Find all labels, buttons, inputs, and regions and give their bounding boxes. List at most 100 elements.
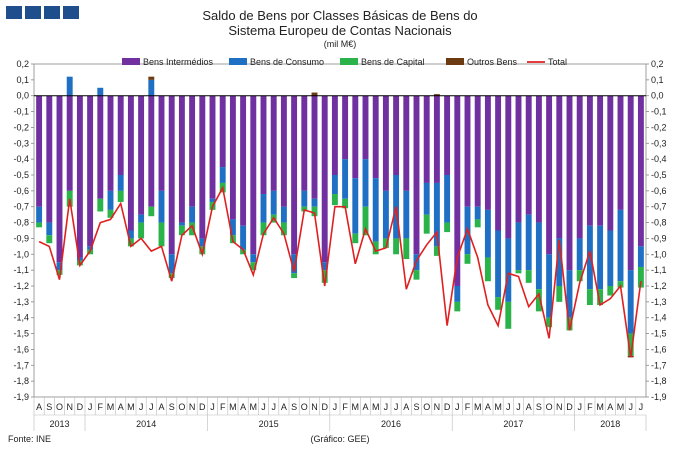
bar-segment: [321, 270, 328, 283]
bar-segment: [586, 289, 593, 306]
bar-segment: [535, 95, 542, 223]
bar-segment: [199, 95, 206, 239]
bar-segment: [515, 222, 522, 271]
bar-segment: [576, 238, 583, 271]
bar-segment: [250, 95, 257, 255]
bar-segment: [515, 95, 522, 223]
bar-segment: [311, 198, 318, 207]
bar-segment: [127, 95, 134, 231]
x-tick-label: N: [66, 402, 73, 412]
x-tick-label: O: [56, 402, 63, 412]
bar-segment: [219, 95, 226, 168]
bar-segment: [597, 289, 604, 306]
bar-segment: [250, 262, 257, 271]
bar-segment: [148, 95, 155, 207]
x-tick-label: J: [271, 402, 276, 412]
x-tick-label: J: [210, 402, 215, 412]
bar-segment: [148, 79, 155, 96]
bar-segment: [515, 270, 522, 274]
bar-segment: [433, 182, 440, 247]
x-tick-label: A: [485, 402, 491, 412]
x-tick-label: M: [229, 402, 237, 412]
legend-label: Bens Intermédios: [143, 57, 214, 67]
legend-swatch: [446, 58, 464, 65]
bar-segment: [107, 95, 114, 191]
x-tick-label: J: [384, 402, 389, 412]
bar-segment: [46, 235, 53, 244]
x-tick-label: J: [333, 402, 338, 412]
bar-segment: [189, 222, 196, 236]
x-tick-label: N: [189, 402, 196, 412]
legend-label: Total: [548, 57, 567, 67]
bar-segment: [97, 87, 104, 96]
bar-segment: [586, 95, 593, 226]
bar-segment: [586, 225, 593, 290]
y-tick-label-right: -1,2: [651, 281, 667, 291]
bar-segment: [76, 257, 83, 261]
bar-segment: [240, 249, 247, 255]
x-tick-label: A: [362, 402, 368, 412]
x-tick-label: A: [526, 402, 532, 412]
y-tick-label: -1,1: [13, 265, 29, 275]
bar-segment: [556, 95, 563, 239]
x-tick-label: M: [352, 402, 360, 412]
y-tick-label: -0,5: [13, 170, 29, 180]
bar-segment: [321, 262, 328, 271]
bar-segment: [393, 238, 400, 255]
y-tick-label-right: -1,1: [651, 265, 667, 275]
x-tick-label: J: [628, 402, 633, 412]
bar-segment: [362, 206, 369, 236]
bar-segment: [311, 95, 318, 199]
bar-segment: [280, 222, 287, 236]
x-tick-label: O: [301, 402, 308, 412]
bar-segment: [566, 95, 573, 271]
chart-subtitle: Sistema Europeu de Contas Nacionais: [228, 23, 452, 38]
bar-segment: [505, 95, 512, 239]
total-line: [38, 185, 642, 358]
x-tick-label: N: [311, 402, 318, 412]
bar-segment: [433, 95, 440, 183]
bar-segment: [189, 206, 196, 223]
bar-segment: [291, 95, 298, 255]
bar-segment: [240, 225, 247, 250]
bar-segment: [260, 194, 267, 223]
y-tick-label-right: -0,3: [651, 138, 667, 148]
x-tick-label: A: [36, 402, 42, 412]
bar-segment: [637, 246, 644, 267]
x-tick-label: D: [321, 402, 328, 412]
x-tick-label: S: [291, 402, 297, 412]
bar-segment: [382, 238, 389, 248]
bar-segment: [127, 238, 134, 247]
y-tick-label-right: -0,2: [651, 122, 667, 132]
bar-segment: [607, 286, 614, 296]
bar-segment: [505, 238, 512, 302]
bar-segment: [423, 214, 430, 234]
bar-segment: [433, 94, 440, 96]
bar-segment: [36, 95, 43, 207]
bar-segment: [362, 159, 369, 207]
bar-segment: [117, 175, 124, 191]
x-tick-label: D: [444, 402, 451, 412]
x-tick-label: M: [474, 402, 482, 412]
y-tick-label: -1,5: [13, 329, 29, 339]
y-tick-label: 0,0: [16, 91, 29, 101]
bar-segment: [617, 95, 624, 210]
y-tick-label-right: -1,0: [651, 249, 667, 259]
bar-segment: [352, 178, 359, 234]
bar-segment: [280, 206, 287, 223]
year-label: 2018: [600, 419, 620, 429]
bar-segment: [372, 241, 379, 255]
bar-segment: [138, 95, 145, 215]
bar-segment: [342, 198, 349, 209]
bar-segment: [178, 222, 185, 226]
x-tick-label: O: [546, 402, 553, 412]
bar-segment: [148, 206, 155, 217]
y-tick-label-right: -0,7: [651, 202, 667, 212]
bar-segment: [311, 206, 318, 217]
bar-segment: [535, 289, 542, 312]
y-tick-label-right: 0,1: [651, 75, 664, 85]
bar-segment: [87, 246, 94, 250]
bar-segment: [331, 95, 338, 175]
x-tick-label: N: [434, 402, 441, 412]
